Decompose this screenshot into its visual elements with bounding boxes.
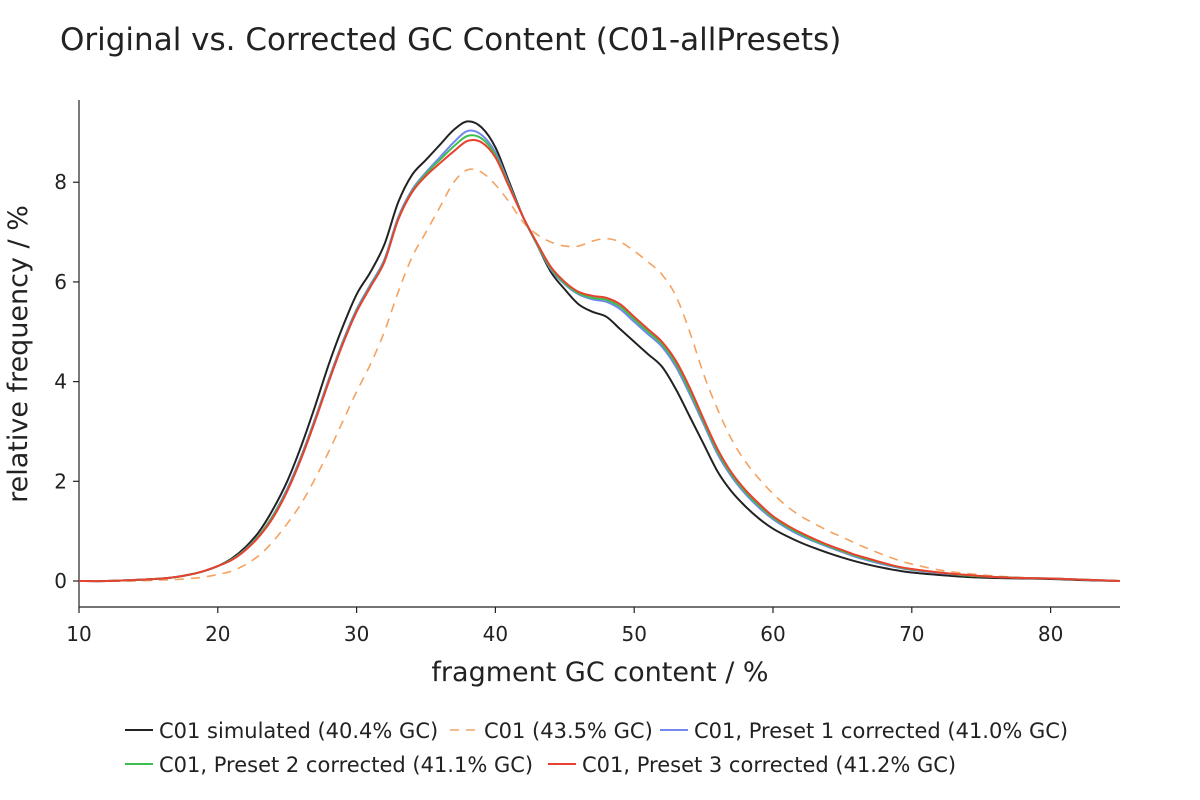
series-line-simulated — [78, 120, 1121, 583]
ticks: 10 20 30 40 50 60 70 80 0 2 4 6 8 — [54, 170, 1063, 646]
x-tick-label: 40 — [483, 622, 508, 646]
series-line-preset-2 — [78, 134, 1121, 583]
chart-title: Original vs. Corrected GC Content (C01-a… — [60, 22, 841, 58]
y-tick-label: 4 — [54, 370, 67, 394]
legend-label: C01 (43.5% GC) — [484, 719, 653, 743]
legend-label: C01, Preset 2 corrected (41.1% GC) — [159, 753, 533, 777]
legend-item-simulated: C01 simulated (40.4% GC) — [125, 719, 438, 743]
legend-label: C01, Preset 1 corrected (41.0% GC) — [694, 719, 1068, 743]
legend-item-original: C01 (43.5% GC) — [450, 719, 653, 743]
x-tick-label: 30 — [344, 622, 369, 646]
x-tick-label: 70 — [899, 622, 924, 646]
series-line-preset-3 — [78, 138, 1121, 583]
legend-label: C01 simulated (40.4% GC) — [159, 719, 438, 743]
y-tick-label: 8 — [54, 170, 67, 194]
series-lines — [78, 120, 1121, 583]
x-axis-label: fragment GC content / % — [431, 657, 768, 688]
series-line-original — [79, 168, 1121, 582]
x-tick-label: 50 — [621, 622, 646, 646]
legend-item-preset-3: C01, Preset 3 corrected (41.2% GC) — [548, 753, 956, 777]
y-axis-label: relative frequency / % — [3, 205, 34, 503]
legend: C01 simulated (40.4% GC) C01 (43.5% GC) C0… — [125, 719, 1068, 777]
legend-label: C01, Preset 3 corrected (41.2% GC) — [582, 753, 956, 777]
x-tick-label: 60 — [760, 622, 785, 646]
series-line-preset-1 — [78, 129, 1121, 583]
y-tick-label: 0 — [54, 569, 67, 593]
y-tick-label: 6 — [54, 270, 67, 294]
x-tick-label: 10 — [66, 622, 91, 646]
x-tick-label: 20 — [205, 622, 230, 646]
axes — [78, 100, 1120, 608]
y-tick-label: 2 — [54, 469, 67, 493]
x-tick-label: 80 — [1038, 622, 1063, 646]
legend-item-preset-2: C01, Preset 2 corrected (41.1% GC) — [125, 753, 533, 777]
legend-item-preset-1: C01, Preset 1 corrected (41.0% GC) — [660, 719, 1068, 743]
